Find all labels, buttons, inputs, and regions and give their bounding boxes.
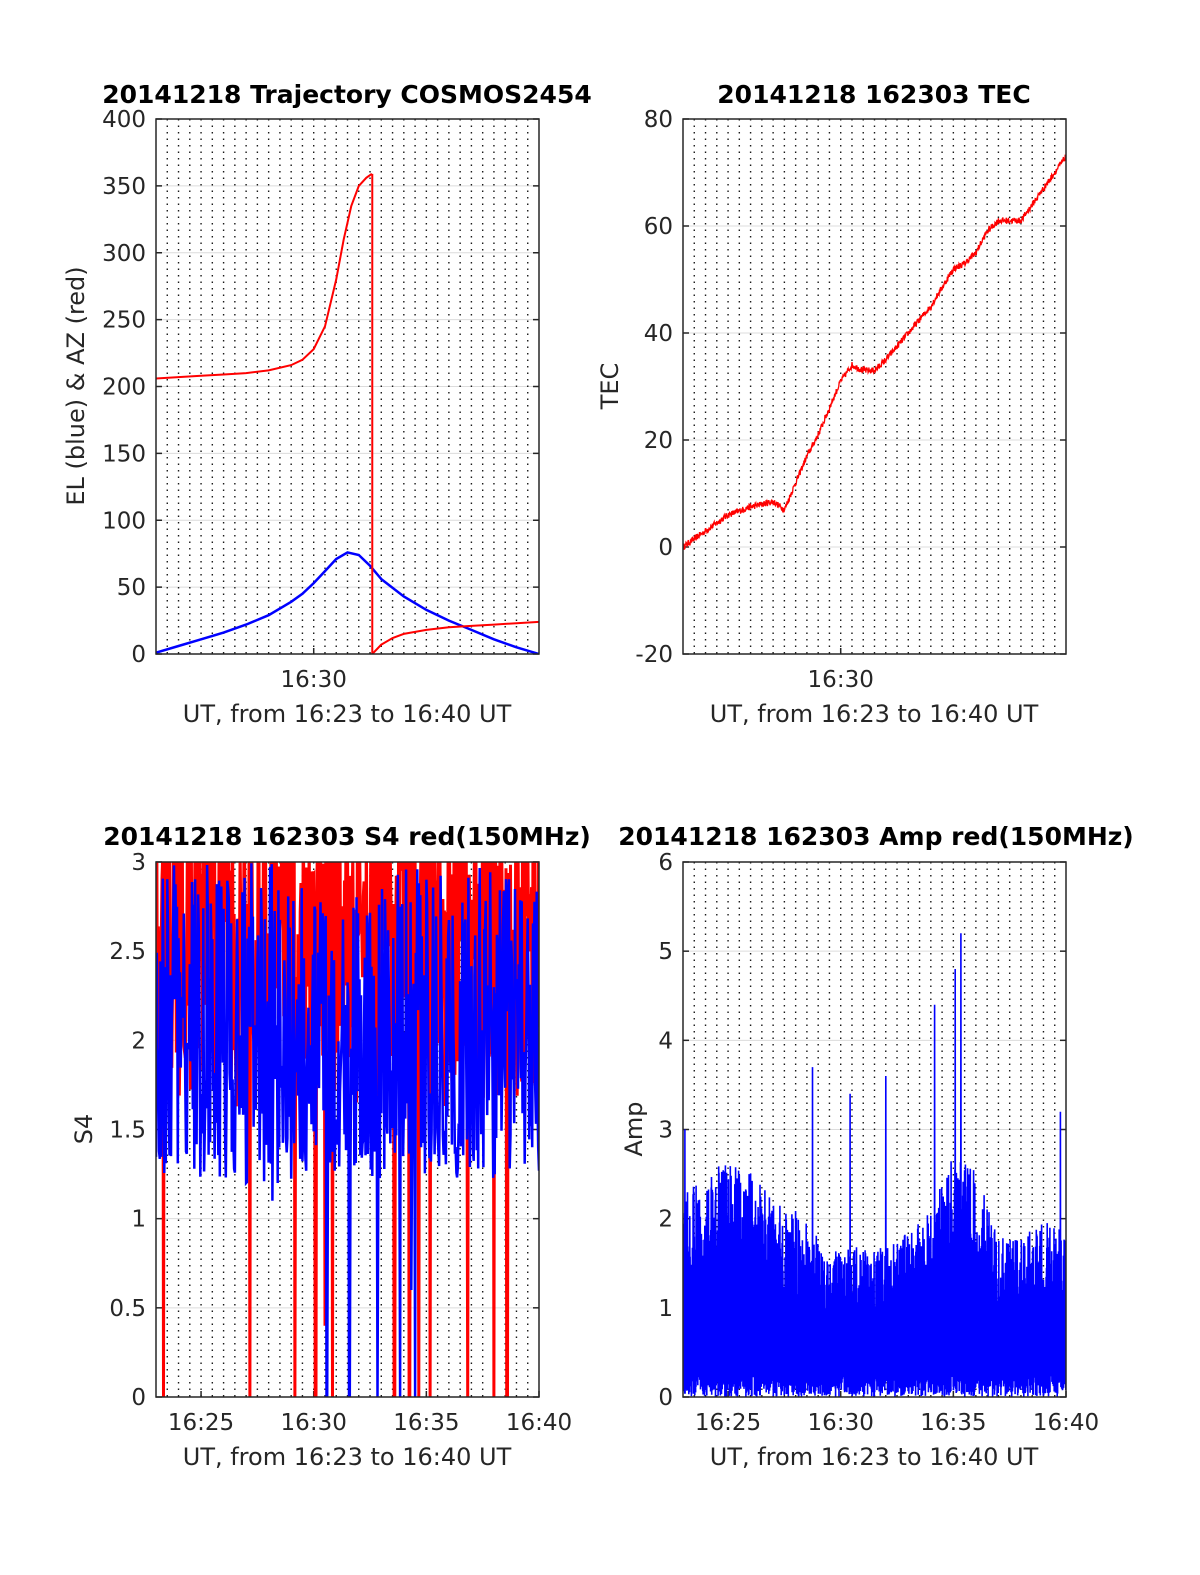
amp-grid [683,862,1066,1397]
amp-ticks: 0 1 2 3 4 5 6 16:25 16:30 16:35 16:40 [658,850,1099,1436]
y-tick-label: 60 [644,214,673,240]
tec-ticks: -20 0 20 40 60 80 16:30 [635,107,1066,693]
amp-panel: 20141218 162303 Amp red(150MHz) Amp UT, … [618,822,1134,1471]
trajectory-grid [156,119,539,654]
tec-frame [682,118,1067,655]
y-tick-label: 0 [131,642,146,668]
amp-series [683,933,1066,1397]
az-line [156,172,373,380]
y-tick-label: 3 [131,850,146,876]
y-tick-label: 400 [102,107,146,133]
y-tick-label: 1.5 [109,1118,146,1144]
x-tick-label: 16:30 [808,667,874,693]
y-tick-label: 350 [102,174,146,200]
s4-xlabel: UT, from 16:23 to 16:40 UT [183,1443,512,1471]
trajectory-panel: 20141218 Trajectory COSMOS2454 EL (blue)… [62,80,592,728]
x-tick-label: 16:25 [695,1410,761,1436]
y-tick-label: 0 [131,1385,146,1411]
y-tick-label: 2 [658,1207,673,1233]
y-tick-label: 200 [102,375,146,401]
y-tick-label: 6 [658,850,673,876]
s4-ylabel: S4 [70,1114,98,1145]
amp-line [683,933,1066,1397]
amp-frame [682,861,1067,1398]
y-tick-label: 20 [644,428,673,454]
y-tick-label: 0 [658,1385,673,1411]
y-tick-label: 80 [644,107,673,133]
amp-ylabel: Amp [620,1101,648,1156]
series-group [683,154,1066,551]
az-line [371,620,539,654]
y-tick-label: 0.5 [109,1296,146,1322]
tec-xlabel: UT, from 16:23 to 16:40 UT [710,700,1039,728]
tec-grid [683,119,1066,654]
trajectory-xlabel: UT, from 16:23 to 16:40 UT [183,700,512,728]
y-tick-label: 40 [644,321,673,347]
y-tick-label: 150 [102,441,146,467]
tec-series [683,154,1066,551]
tec-panel: 20141218 162303 TEC TEC UT, from 16:23 t… [596,80,1067,728]
y-tick-label: 1 [131,1207,146,1233]
x-tick-label: 16:35 [920,1410,986,1436]
trajectory-ylabel: EL (blue) & AZ (red) [62,266,90,505]
y-tick-label: 100 [102,508,146,534]
s4-frame [155,861,540,1398]
trajectory-series [156,172,539,654]
s4-series [156,862,539,1397]
y-tick-label: 1 [658,1296,673,1322]
y-tick-label: 50 [117,575,146,601]
y-tick-label: 3 [658,1118,673,1144]
x-tick-label: 16:35 [393,1410,459,1436]
s4-ticks: 0 0.5 1 1.5 2 2.5 3 16:25 16:30 16:35 16:40 [109,850,572,1436]
y-tick-label: 250 [102,308,146,334]
trajectory-title: 20141218 Trajectory COSMOS2454 [102,80,592,109]
s4-blue-line [156,863,539,1397]
series-group [156,862,539,1397]
trajectory-ticks: 0 50 100 150 200 250 300 350 400 16:30 [102,107,539,693]
series-group [683,933,1066,1397]
y-tick-label: 2.5 [109,939,146,965]
tec-title: 20141218 162303 TEC [717,80,1030,109]
tec-ylabel: TEC [596,363,624,411]
x-tick-label: 16:30 [808,1410,874,1436]
y-tick-label: 2 [131,1028,146,1054]
trajectory-frame [155,118,540,655]
el-line [156,551,539,654]
y-tick-label: 300 [102,241,146,267]
y-tick-label: 5 [658,939,673,965]
x-tick-label: 16:40 [506,1410,572,1436]
x-tick-label: 16:40 [1033,1410,1099,1436]
amp-title: 20141218 162303 Amp red(150MHz) [618,822,1134,851]
y-tick-label: 4 [658,1028,673,1054]
s4-title: 20141218 162303 S4 red(150MHz) [103,822,591,851]
x-tick-label: 16:30 [281,667,347,693]
amp-xlabel: UT, from 16:23 to 16:40 UT [710,1443,1039,1471]
s4-panel: 20141218 162303 S4 red(150MHz) S4 UT, fr… [70,822,591,1471]
series-group [156,172,539,654]
y-tick-label: -20 [635,642,673,668]
x-tick-label: 16:25 [168,1410,234,1436]
tec-line [683,154,1066,551]
y-tick-label: 0 [658,535,673,561]
x-tick-label: 16:30 [281,1410,347,1436]
